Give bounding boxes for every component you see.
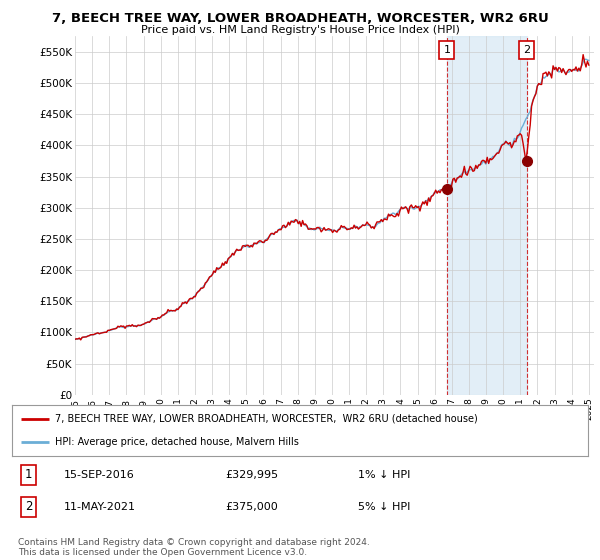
Text: Price paid vs. HM Land Registry's House Price Index (HPI): Price paid vs. HM Land Registry's House … <box>140 25 460 35</box>
Text: 15-SEP-2016: 15-SEP-2016 <box>64 470 134 479</box>
Text: £329,995: £329,995 <box>225 470 278 479</box>
Text: 1: 1 <box>443 45 451 55</box>
Text: 2: 2 <box>25 500 32 514</box>
Text: 1% ↓ HPI: 1% ↓ HPI <box>358 470 410 479</box>
Text: 2: 2 <box>523 45 530 55</box>
Text: 11-MAY-2021: 11-MAY-2021 <box>64 502 136 512</box>
Bar <box>447 36 527 395</box>
Text: Contains HM Land Registry data © Crown copyright and database right 2024.
This d: Contains HM Land Registry data © Crown c… <box>18 538 370 557</box>
Text: 7, BEECH TREE WAY, LOWER BROADHEATH, WORCESTER, WR2 6RU: 7, BEECH TREE WAY, LOWER BROADHEATH, WOR… <box>52 12 548 25</box>
Text: £375,000: £375,000 <box>225 502 278 512</box>
Text: 1: 1 <box>25 468 32 481</box>
Text: HPI: Average price, detached house, Malvern Hills: HPI: Average price, detached house, Malv… <box>55 437 299 447</box>
Text: 5% ↓ HPI: 5% ↓ HPI <box>358 502 410 512</box>
Text: 7, BEECH TREE WAY, LOWER BROADHEATH, WORCESTER,  WR2 6RU (detached house): 7, BEECH TREE WAY, LOWER BROADHEATH, WOR… <box>55 414 478 424</box>
